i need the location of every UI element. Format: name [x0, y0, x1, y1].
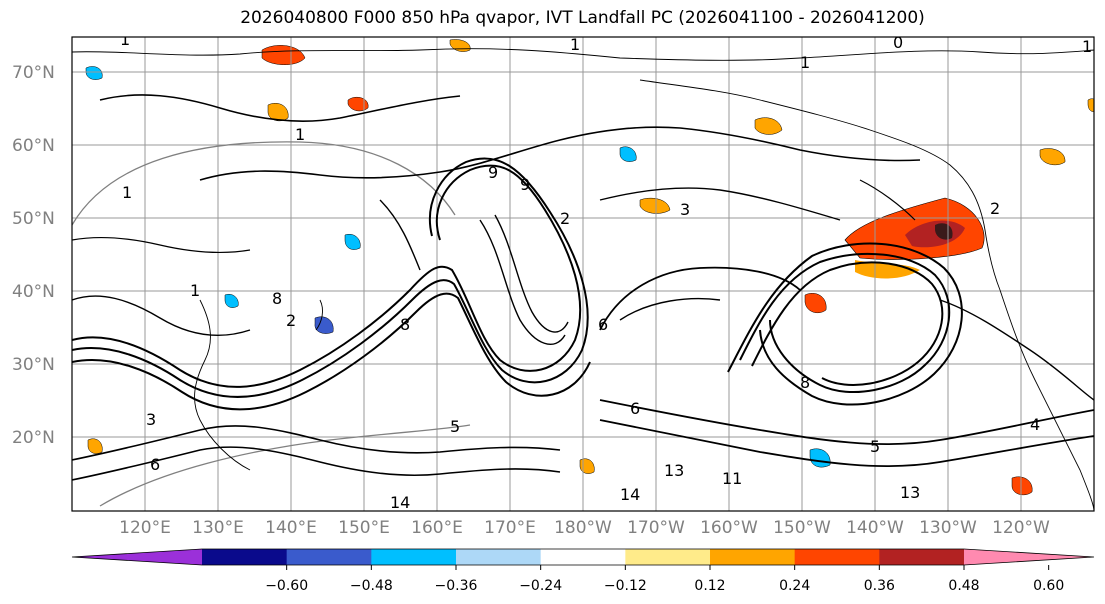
colorbar: −0.60 −0.48 −0.36 −0.24 −0.12 0.12 0.24 0.36 0.4…: [71, 548, 1095, 594]
longitude-labels: 120°E 130°E 140°E 150°E 160°E 170°E 180°…: [119, 518, 1050, 538]
contour-label: 14: [620, 485, 640, 504]
lat-label-40n: 40°N: [12, 282, 55, 302]
lon-label-150e: 150°E: [338, 518, 390, 538]
contour-label: 14: [390, 493, 410, 512]
positive-anomaly-region: [639, 197, 671, 214]
map-title: 2026040800 F000 850 hPa qvapor, IVT Land…: [240, 8, 925, 28]
contour-label: 1: [190, 281, 200, 300]
contour-label: 4: [1030, 415, 1040, 434]
positive-anomaly-region: [579, 458, 595, 474]
colorbar-segment: [286, 549, 372, 565]
latitude-labels: 70°N 60°N 50°N 40°N 30°N 20°N: [12, 63, 55, 448]
positive-anomaly-region: [261, 45, 306, 65]
contour-label: 6: [598, 315, 608, 334]
contour-label: 8: [272, 289, 282, 308]
contour-label: 2: [286, 311, 296, 330]
lat-label-20n: 20°N: [12, 428, 55, 448]
lon-label-170w: 170°W: [627, 518, 685, 538]
reference-arc: [72, 141, 456, 226]
negative-anomaly-region: [314, 316, 334, 334]
lon-label-130w: 130°W: [919, 518, 977, 538]
colorbar-tick-label: 0.48: [948, 578, 979, 594]
lon-label-120w: 120°W: [992, 518, 1050, 538]
contour-label: 3: [680, 200, 690, 219]
lon-label-170e: 170°E: [484, 518, 536, 538]
contour-label: 2: [990, 199, 1000, 218]
lon-label-140w: 140°W: [846, 518, 904, 538]
positive-anomaly-region: [754, 117, 783, 135]
contour-label: 1: [295, 125, 305, 144]
lon-label-160e: 160°E: [411, 518, 463, 538]
colorbar-segment: [794, 549, 880, 565]
colorbar-segment: [202, 549, 288, 565]
contour-label: 2: [560, 209, 570, 228]
lat-label-50n: 50°N: [12, 209, 55, 229]
colorbar-segment: [456, 549, 542, 565]
lat-label-60n: 60°N: [12, 136, 55, 156]
colorbar-segment: [879, 549, 965, 565]
map-frame: [71, 36, 1095, 512]
lon-label-140e: 140°E: [265, 518, 317, 538]
colorbar-tick-label: 0.60: [1033, 578, 1064, 594]
colorbar-tick-label: 0.36: [864, 578, 895, 594]
positive-anomaly-region: [804, 293, 827, 313]
negative-anomaly-region: [619, 146, 637, 162]
lon-label-120e: 120°E: [119, 518, 171, 538]
positive-anomaly-region: [267, 102, 289, 122]
reference-arc: [99, 424, 471, 507]
colorbar-segment: [540, 549, 626, 565]
contour-label: 5: [450, 417, 460, 436]
contour-label: 1: [122, 183, 132, 202]
colorbar-tick-label: −0.60: [265, 578, 308, 594]
colorbar-tick-label: −0.12: [604, 578, 647, 594]
coastlines: [72, 48, 1094, 511]
contour-label: 13: [900, 483, 920, 502]
contour-label: 1: [800, 53, 810, 72]
negative-anomaly-region: [85, 66, 103, 80]
positive-anomaly-region: [87, 438, 103, 454]
contour-label: 8: [400, 315, 410, 334]
colorbar-extend-min: [72, 549, 202, 565]
colorbar-tick-label: −0.36: [435, 578, 478, 594]
lon-label-150w: 150°W: [773, 518, 831, 538]
lon-label-180w: 180°W: [554, 518, 612, 538]
contour-label: 13: [664, 461, 684, 480]
contour-label: 5: [870, 437, 880, 456]
colorbar-extend-max: [964, 549, 1094, 565]
contour-label: 11: [722, 469, 742, 488]
positive-anomaly-region: [1039, 148, 1066, 166]
colorbar-outline: [71, 548, 1095, 566]
contour-label: 9: [488, 163, 498, 182]
colorbar-tick-label: −0.24: [519, 578, 562, 594]
graticule: [72, 37, 1094, 511]
positive-anomaly-region: [347, 97, 369, 112]
negative-anomaly-region: [224, 294, 239, 308]
colorbar-segment: [625, 549, 711, 565]
colorbar-tick-label: 0.24: [779, 578, 810, 594]
map-content: 1 1 1 0 1 3 2 9 1 9 2 2 6 8 4 3 5 6 8 11…: [72, 30, 1094, 512]
lat-label-70n: 70°N: [12, 63, 55, 83]
contour-label: 8: [800, 373, 810, 392]
lat-label-30n: 30°N: [12, 355, 55, 375]
positive-anomaly-region: [1087, 98, 1094, 112]
contour-label: 1: [570, 35, 580, 54]
contour-label: 1: [120, 30, 130, 49]
contour-label: 3: [146, 410, 156, 429]
colorbar-tick-label: 0.12: [694, 578, 725, 594]
ivt-contours: [72, 94, 1094, 481]
colorbar-tick-label: −0.48: [350, 578, 393, 594]
positive-anomaly-region: [855, 260, 920, 279]
contour-label: 0: [893, 33, 903, 52]
colorbar-segment: [710, 549, 796, 565]
lon-label-160w: 160°W: [700, 518, 758, 538]
colorbar-segment: [371, 549, 457, 565]
contour-labels: 1 1 1 0 1 3 2 9 1 9 2 2 6 8 4 3 5 6 8 11…: [120, 30, 1092, 512]
contour-label: 9: [520, 175, 530, 194]
contour-label: 1: [1082, 37, 1092, 56]
lon-label-130e: 130°E: [192, 518, 244, 538]
contour-label: 6: [150, 455, 160, 474]
contour-label: 6: [630, 399, 640, 418]
negative-anomaly-region: [344, 234, 361, 250]
